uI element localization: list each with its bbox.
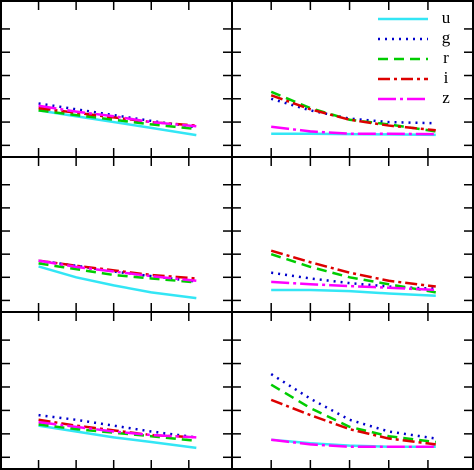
series-line bbox=[38, 423, 197, 443]
series-line bbox=[270, 383, 436, 444]
series-line bbox=[270, 90, 436, 133]
legend-label: i bbox=[444, 68, 449, 87]
series-line bbox=[270, 398, 436, 446]
series-line bbox=[38, 265, 197, 300]
series-line bbox=[38, 106, 197, 127]
series-line bbox=[38, 259, 197, 283]
series-line bbox=[271, 438, 436, 448]
series-line bbox=[270, 373, 436, 440]
legend-label: g bbox=[442, 28, 451, 47]
panel-frame bbox=[0, 0, 233, 158]
legend-label: u bbox=[442, 8, 451, 27]
legend-label: z bbox=[442, 88, 450, 107]
series-line bbox=[270, 94, 436, 132]
series-line bbox=[38, 420, 197, 439]
panel-frame bbox=[231, 156, 474, 313]
series-line bbox=[271, 125, 436, 136]
panel-frame bbox=[0, 311, 233, 470]
series-line bbox=[270, 249, 436, 288]
series-line bbox=[38, 424, 197, 450]
series-line bbox=[270, 252, 436, 294]
series-line bbox=[38, 262, 197, 284]
series-line bbox=[38, 104, 197, 128]
panel-frame bbox=[0, 156, 233, 313]
panel-frame bbox=[231, 311, 474, 470]
legend-label: r bbox=[443, 48, 449, 67]
series-line bbox=[271, 288, 436, 298]
series-line bbox=[271, 280, 436, 292]
series-line bbox=[38, 109, 197, 131]
